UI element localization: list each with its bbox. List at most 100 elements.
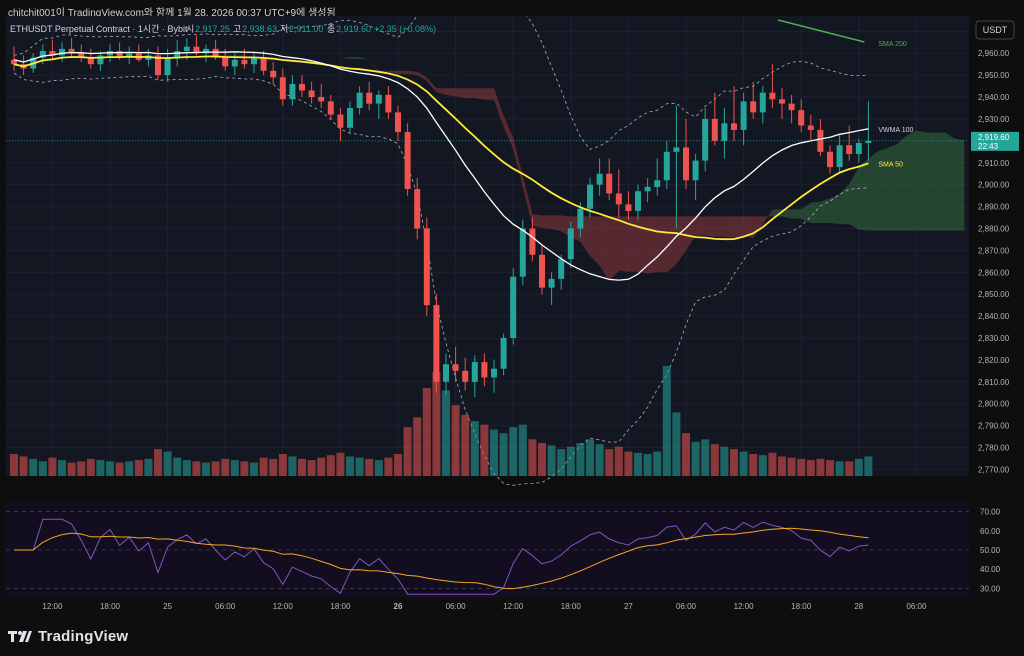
cloud-segment (638, 216, 648, 274)
time-tick-label: 18:00 (561, 602, 582, 611)
candle-body (308, 90, 315, 98)
candle-body (711, 118, 718, 141)
price-tick-label: 2,790.00 (978, 422, 1010, 431)
volume-bar (10, 454, 18, 476)
candle-body (116, 51, 123, 58)
volume-bar (106, 461, 114, 476)
volume-bar (528, 439, 537, 476)
price-tick-label: 2,830.00 (978, 334, 1010, 343)
legend-close: 2,919.60 (336, 24, 371, 34)
cloud-segment (398, 70, 408, 75)
candle-body (587, 184, 593, 209)
volume-bar (845, 461, 854, 476)
volume-bar (230, 460, 239, 476)
time-tick-label: 18:00 (100, 602, 121, 611)
price-pane[interactable] (6, 16, 969, 476)
volume-bar (250, 462, 258, 476)
volume-bar (19, 456, 28, 476)
cloud-segment (657, 216, 667, 273)
volume-bar (682, 433, 690, 476)
cloud-segment (945, 132, 955, 231)
cloud-segment (484, 88, 494, 100)
volume-bar (336, 452, 345, 476)
volume-bar (298, 458, 306, 476)
candle-body (539, 254, 545, 288)
volume-bar (403, 427, 412, 476)
candle-body (347, 108, 353, 128)
volume-bar (586, 439, 594, 476)
axes: 2,770.00 2,780.00 2,790.00 2,800.00 2,810.00… (42, 27, 1009, 611)
candle-body (183, 46, 190, 52)
candle-body (231, 59, 238, 67)
candle-body (654, 180, 661, 187)
cloud-segment (407, 70, 418, 76)
sma-50-label: SMA 50 (878, 161, 903, 168)
candle-body (827, 151, 833, 168)
volume-bar (442, 390, 450, 476)
volume-bar (624, 451, 633, 476)
candle-body (510, 276, 517, 338)
price-tick-label: 2,940.00 (978, 93, 1010, 102)
candle-body (663, 151, 670, 181)
candle-body (126, 53, 133, 58)
cloud-segment (369, 59, 379, 72)
volume-bar (374, 460, 383, 476)
volume-bar (326, 455, 335, 476)
cloud-segment (839, 184, 850, 225)
time-tick-label: 27 (624, 602, 633, 611)
candle-body (279, 77, 286, 100)
volume-bar (653, 451, 662, 476)
currency-button[interactable]: USDT (975, 20, 1015, 40)
rsi-indicator (6, 511, 969, 595)
candle-body (491, 368, 497, 378)
volume-bar (634, 452, 642, 476)
volume-bar (739, 451, 748, 476)
candle-body (855, 143, 862, 154)
volume-bar (202, 462, 210, 476)
time-tick-label: 12:00 (503, 602, 524, 611)
candle-body (174, 51, 181, 58)
candle-body (337, 114, 344, 128)
volume-bar (662, 366, 671, 476)
legend-symbol: ETHUSDT Perpetual Contract · 1시간 · Bybit (10, 24, 188, 34)
cloud-segment (820, 198, 830, 223)
volume-bar (125, 461, 134, 476)
cloud-segment (465, 88, 475, 99)
volume-bar (288, 456, 297, 476)
candle-body (155, 55, 161, 76)
volume-bar (749, 454, 758, 476)
cloud-segment (906, 130, 917, 231)
legend-close-label: 종 (327, 24, 335, 34)
vwma-100-line (13, 51, 869, 281)
cloud-segment (599, 216, 610, 282)
volume-bar (806, 460, 815, 476)
price-tick-label: 2,810.00 (978, 378, 1010, 387)
volume-bar (557, 449, 566, 476)
volume-bar (317, 457, 326, 476)
candle-body (529, 228, 536, 255)
candle-body (87, 57, 94, 65)
time-tick-label: 12:00 (273, 602, 294, 611)
candle-body (481, 362, 488, 378)
volume-bar (816, 458, 825, 476)
time-tick-label: 06:00 (676, 602, 697, 611)
candle-body (327, 101, 334, 115)
chart-area[interactable]: 2,770.00 2,780.00 2,790.00 2,800.00 2,810.00… (0, 16, 1024, 616)
volume-bar (269, 458, 278, 476)
last-price-value: 2,919.60 (978, 133, 1010, 142)
cloud-segment (762, 209, 773, 225)
candle-body (375, 94, 382, 104)
last-price-tag (971, 131, 1019, 151)
cloud-segment (801, 202, 811, 223)
candle-body (817, 129, 824, 152)
cloud-segment (878, 147, 888, 231)
time-tick-label: 26 (394, 602, 403, 611)
time-tick-label: 18:00 (791, 602, 812, 611)
candle-body (404, 132, 411, 190)
candle-body (731, 123, 737, 130)
volume-bar (365, 458, 374, 476)
cloud-segment (618, 216, 629, 272)
volume-bar (58, 460, 66, 476)
candle-body (836, 145, 843, 168)
cloud-segment (666, 216, 677, 273)
